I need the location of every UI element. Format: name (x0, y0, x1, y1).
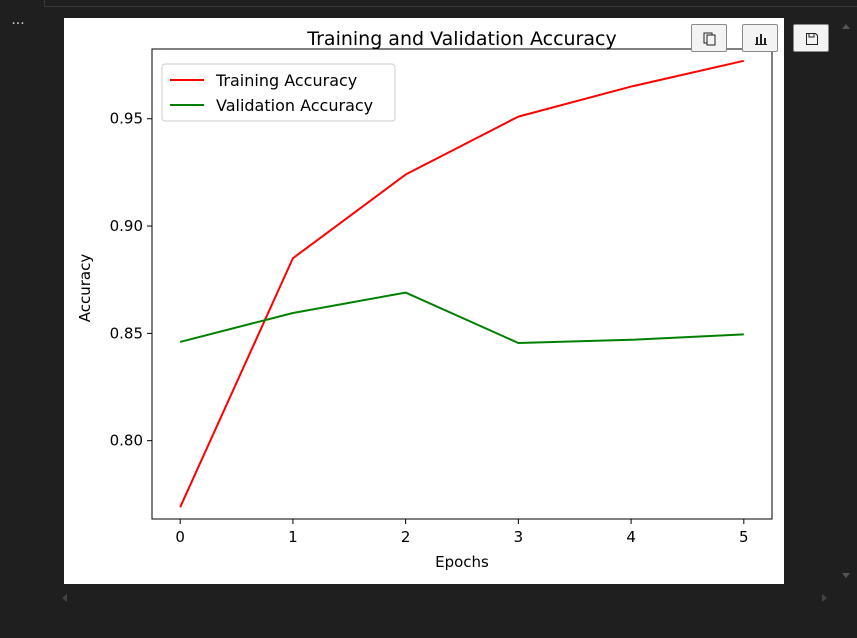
scroll-up-arrow[interactable] (842, 24, 850, 29)
bar-chart-icon (755, 34, 767, 45)
x-tick-label: 3 (514, 528, 524, 546)
x-tick-label: 5 (739, 528, 749, 546)
plot-output-panel: Training and Validation Accuracy Epochs … (64, 18, 829, 584)
plot-area-frame (151, 48, 773, 520)
chart-title: Training and Validation Accuracy (306, 28, 616, 50)
copy-icon (703, 32, 716, 46)
copy-button[interactable] (691, 24, 727, 52)
legend-label-training: Training Accuracy (215, 71, 357, 90)
cell-output-border (44, 0, 857, 7)
x-axis-label: Epochs (435, 553, 489, 571)
x-tick-label: 1 (288, 528, 298, 546)
more-options-button[interactable]: ... (11, 12, 25, 28)
y-axis-label: Accuracy (76, 254, 94, 323)
validation-accuracy-line (179, 291, 744, 345)
scroll-right-arrow[interactable] (822, 594, 827, 602)
y-tick-label: 0.90 (110, 217, 143, 235)
legend: Training Accuracy Validation Accuracy (161, 63, 396, 122)
scroll-left-arrow[interactable] (62, 594, 67, 602)
save-button[interactable] (793, 24, 829, 52)
training-accuracy-line (179, 59, 745, 508)
y-tick-label: 0.85 (110, 324, 143, 342)
legend-label-validation: Validation Accuracy (216, 96, 373, 115)
legend-box (161, 63, 396, 122)
accuracy-line-chart: Training and Validation Accuracy Epochs … (76, 28, 773, 571)
x-tick-label: 2 (401, 528, 411, 546)
y-tick-label: 0.80 (110, 432, 143, 450)
chart-view-button[interactable] (742, 24, 778, 52)
save-icon (806, 33, 818, 45)
x-tick-label: 0 (175, 528, 185, 546)
scroll-down-arrow[interactable] (842, 573, 850, 578)
x-tick-label: 4 (626, 528, 636, 546)
y-tick-label: 0.95 (110, 110, 143, 128)
